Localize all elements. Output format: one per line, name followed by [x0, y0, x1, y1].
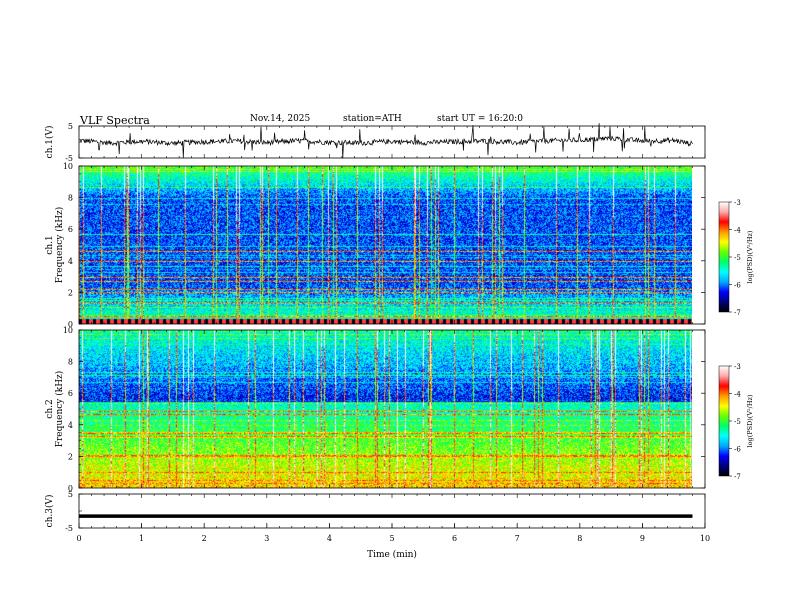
ch2-colorbar-tick-label: -4 [734, 391, 741, 399]
x-tick-label: 2 [202, 534, 207, 543]
ch1-spec-ytick-label: 4 [68, 257, 73, 266]
x-axis-label: Time (min) [367, 549, 417, 560]
ch2-spec-ytick-label: 10 [63, 326, 73, 335]
chart-title: VLF Spectra [80, 114, 150, 127]
ch1-colorbar [718, 201, 730, 313]
ch1-ylabel: ch.1(V) [44, 126, 55, 159]
station-label: station=ATH [343, 114, 402, 124]
ch2-colorbar-tick-label: -6 [734, 446, 741, 454]
ch1-frame [78, 125, 706, 159]
x-tick-label: 1 [139, 534, 144, 543]
ch1-colorbar-tick-label: -4 [734, 227, 741, 235]
x-tick-label: 6 [452, 534, 457, 543]
ch2-spec-ytick-label: 6 [68, 389, 73, 398]
ch3-frame [78, 493, 706, 529]
ch1-spec-ytick-label: 10 [63, 162, 73, 171]
x-tick-label: 8 [577, 534, 582, 543]
date-label: Nov.14, 2025 [250, 114, 311, 124]
ch1-colorbar-tick-label: -3 [734, 199, 741, 207]
ch2-colorbar-label: log(PSD)(V²/Hz) [746, 394, 754, 447]
ch2-spec-ylabel-channel: ch.2 [45, 399, 55, 418]
x-tick-label: 5 [389, 534, 394, 543]
ch1-spec-ytick-label: 2 [68, 288, 73, 297]
ch1-waveform [78, 123, 693, 159]
ch3-ytick-label: -5 [65, 524, 73, 533]
ch2-spec-ylabel-freq: Frequency (kHz) [54, 371, 65, 448]
ch2-colorbar-tick-label: -3 [734, 363, 741, 371]
ch3-ytick-label: 5 [68, 490, 73, 499]
ch1-spec-ytick-label: 0 [68, 320, 73, 329]
x-tick-label: 7 [515, 534, 520, 543]
ch1-colorbar-tick-label: -6 [734, 282, 741, 290]
ch1-ytick-label: 5 [68, 122, 73, 131]
x-tick-label: 0 [76, 534, 81, 543]
ch2-spec-ytick-label: 0 [68, 484, 73, 493]
ch2-colorbar-tick-label: -7 [734, 473, 741, 481]
ch2-colorbar-tick-label: -5 [734, 418, 741, 426]
ch1-colorbar-tick-label: -5 [734, 254, 741, 262]
ch1-spec-ylabel-channel: ch.1 [45, 235, 55, 254]
ch2-spectrogram [79, 330, 692, 488]
ch2-spec-ytick-label: 2 [68, 452, 73, 461]
ch1-spec-ytick-label: 6 [68, 225, 73, 234]
ch1-colorbar-tick-label: -7 [734, 309, 741, 317]
ch2-colorbar [718, 365, 730, 477]
x-tick-label: 9 [640, 534, 645, 543]
ch1-spec-ytick-label: 8 [68, 194, 73, 203]
ch3-ylabel: ch.3(V) [44, 495, 55, 528]
ch1-spec-ylabel-freq: Frequency (kHz) [54, 207, 65, 284]
x-tick-label: 3 [264, 534, 269, 543]
ch1-ytick-label: -5 [65, 154, 73, 163]
x-tick-label: 10 [700, 534, 710, 543]
x-tick-label: 4 [327, 534, 332, 543]
ch2-spec-ytick-label: 4 [68, 421, 73, 430]
ch2-spec-ytick-label: 8 [68, 358, 73, 367]
ch1-colorbar-label: log(PSD)(V²/Hz) [746, 230, 754, 283]
ch1-spectrogram [79, 166, 692, 324]
start-time-label: start UT = 16:20:0 [437, 114, 523, 124]
